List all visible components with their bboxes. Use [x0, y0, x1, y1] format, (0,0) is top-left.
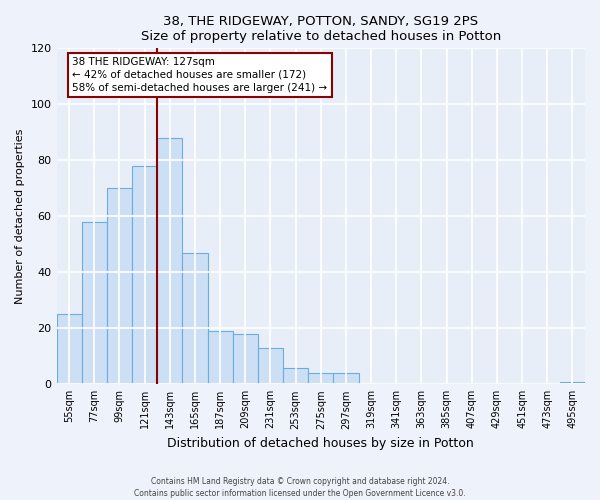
Bar [82, 222, 107, 384]
Bar [182, 252, 208, 384]
Bar [107, 188, 132, 384]
Bar [208, 331, 233, 384]
Bar [283, 368, 308, 384]
Title: 38, THE RIDGEWAY, POTTON, SANDY, SG19 2PS
Size of property relative to detached : 38, THE RIDGEWAY, POTTON, SANDY, SG19 2P… [140, 15, 501, 43]
Bar [308, 373, 334, 384]
Bar [132, 166, 157, 384]
X-axis label: Distribution of detached houses by size in Potton: Distribution of detached houses by size … [167, 437, 474, 450]
Bar [233, 334, 258, 384]
Text: Contains HM Land Registry data © Crown copyright and database right 2024.
Contai: Contains HM Land Registry data © Crown c… [134, 476, 466, 498]
Bar [157, 138, 182, 384]
Text: 38 THE RIDGEWAY: 127sqm
← 42% of detached houses are smaller (172)
58% of semi-d: 38 THE RIDGEWAY: 127sqm ← 42% of detache… [73, 56, 328, 93]
Bar [560, 382, 585, 384]
Y-axis label: Number of detached properties: Number of detached properties [15, 128, 25, 304]
Bar [258, 348, 283, 385]
Bar [334, 373, 359, 384]
Bar [56, 314, 82, 384]
